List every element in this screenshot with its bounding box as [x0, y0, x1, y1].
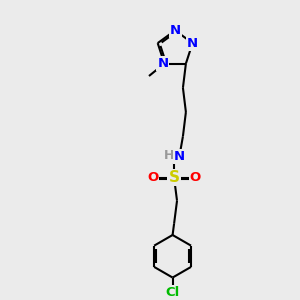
Text: O: O: [190, 171, 201, 184]
Text: N: N: [169, 24, 181, 37]
Text: N: N: [157, 57, 168, 70]
Text: O: O: [147, 171, 158, 184]
Text: N: N: [187, 37, 198, 50]
Text: N: N: [174, 150, 185, 163]
Text: S: S: [169, 170, 180, 185]
Text: Cl: Cl: [166, 286, 180, 299]
Text: H: H: [164, 149, 174, 162]
